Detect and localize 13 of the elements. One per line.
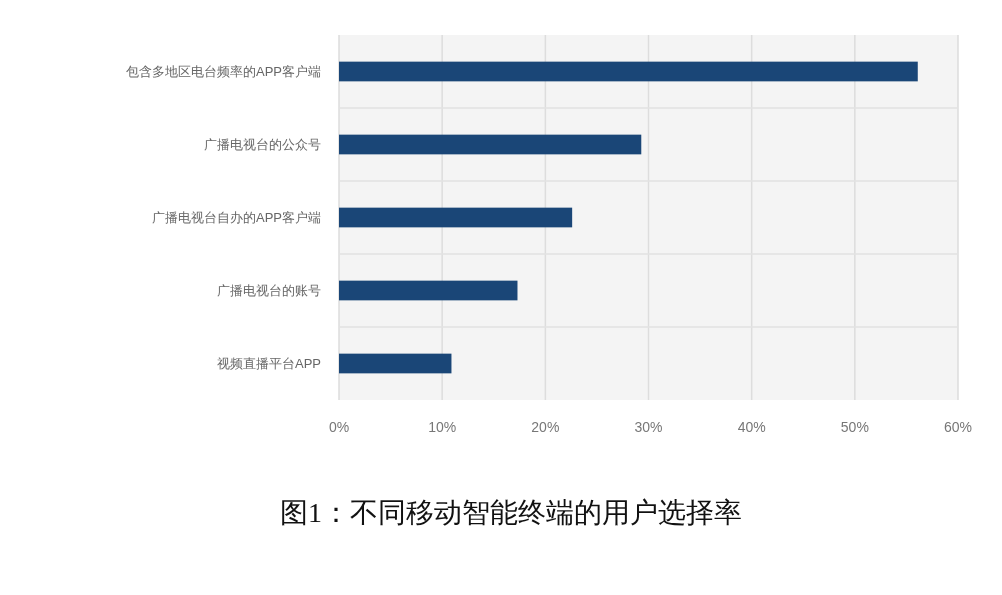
x-tick-label: 60% — [943, 419, 973, 435]
x-tick-label: 0% — [328, 419, 350, 435]
y-tick-label: 包含多地区电台频率的APP客户端 — [125, 63, 321, 79]
y-tick-label: 广播电视台的账号 — [217, 282, 321, 298]
x-tick-label: 20% — [531, 419, 560, 435]
x-tick-label: 50% — [840, 419, 869, 435]
x-tick-label: 10% — [428, 419, 457, 435]
y-tick-label: 广播电视台自办的APP客户端 — [151, 209, 321, 225]
x-tick-label: 30% — [634, 419, 663, 435]
text: 图1：不同移动智能终端的用户选择率 — [280, 497, 742, 528]
y-tick-label: 广播电视台的公众号 — [204, 136, 321, 152]
x-tick-label: 40% — [737, 419, 766, 435]
y-tick-label: 视频直播平台APP — [216, 355, 321, 371]
